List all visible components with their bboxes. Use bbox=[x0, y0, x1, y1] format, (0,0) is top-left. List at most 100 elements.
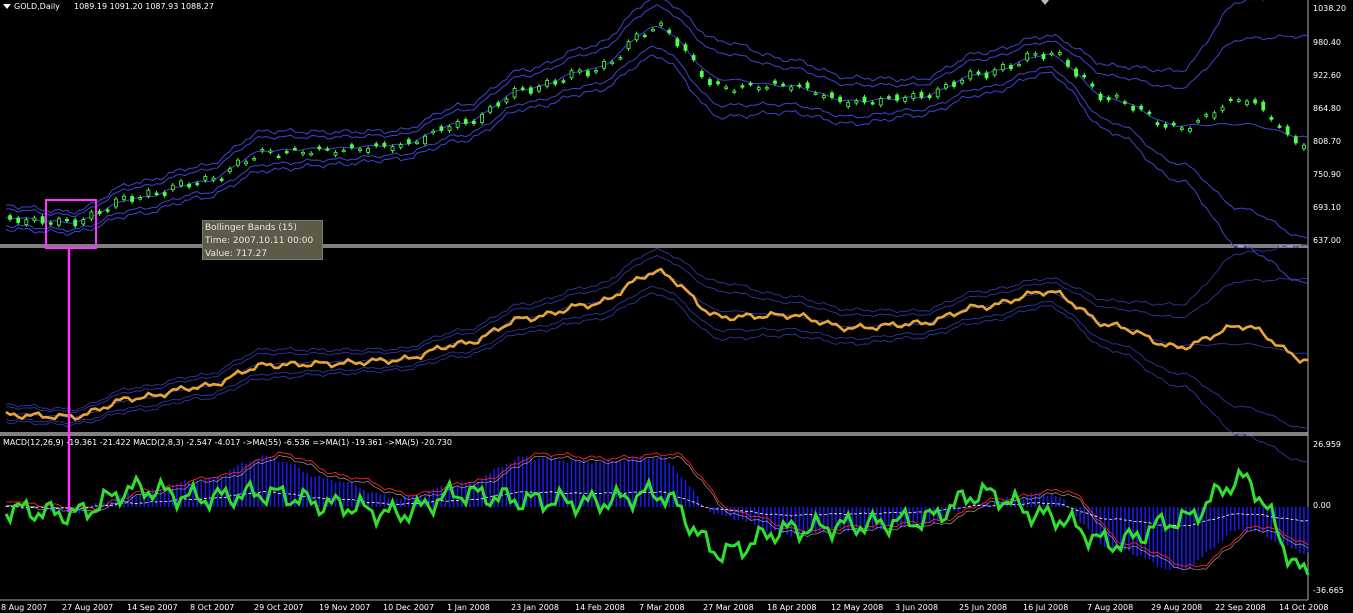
price-candle bbox=[764, 86, 769, 90]
price-candle bbox=[919, 92, 924, 98]
price-candle bbox=[512, 88, 517, 98]
price-candle bbox=[634, 33, 639, 41]
price-candle bbox=[594, 70, 598, 73]
price-tick: 1038.20 bbox=[1313, 4, 1347, 13]
price-candle bbox=[170, 184, 175, 191]
macd-tick: 26.959 bbox=[1313, 440, 1341, 449]
price-candle bbox=[651, 29, 655, 32]
price-candle bbox=[56, 218, 61, 226]
price-candle bbox=[756, 87, 761, 91]
price-candle bbox=[943, 84, 948, 89]
date-tick: 14 Oct 2008 bbox=[1279, 603, 1329, 612]
tooltip-indicator-name: Bollinger Bands (15) bbox=[205, 223, 297, 233]
price-candle bbox=[1228, 98, 1233, 102]
price-candle bbox=[1269, 117, 1274, 120]
price-candle bbox=[1147, 111, 1152, 115]
pane2-price-line bbox=[5, 267, 1309, 422]
price-candle bbox=[1220, 106, 1225, 111]
tooltip-time: Time: 2007.10.11 00:00 bbox=[205, 236, 314, 246]
date-tick: 22 Sep 2008 bbox=[1215, 603, 1266, 612]
price-candle bbox=[496, 102, 501, 107]
price-candle bbox=[984, 72, 989, 79]
date-tick: 8 Oct 2007 bbox=[190, 603, 235, 612]
price-candle bbox=[740, 85, 745, 88]
price-candle bbox=[976, 71, 981, 75]
price-candle bbox=[952, 81, 956, 87]
price-candle bbox=[1066, 60, 1070, 67]
indicator-tooltip: Bollinger Bands (15) Time: 2007.10.11 00… bbox=[202, 220, 323, 260]
chart-menu-arrow-icon[interactable] bbox=[3, 4, 11, 9]
price-candle bbox=[333, 152, 338, 156]
date-tick: 16 Jul 2008 bbox=[1023, 603, 1069, 612]
price-candle bbox=[1285, 126, 1290, 135]
macd-tick: -36.665 bbox=[1313, 586, 1344, 595]
price-candle bbox=[903, 97, 908, 102]
price-candle bbox=[431, 130, 436, 134]
price-candle bbox=[561, 80, 566, 83]
price-candle bbox=[992, 69, 997, 76]
price-candle bbox=[179, 180, 183, 186]
price-candle bbox=[154, 192, 159, 195]
highlight-box bbox=[45, 199, 97, 249]
price-candle bbox=[805, 82, 810, 89]
price-candle bbox=[1049, 52, 1054, 56]
price-candle bbox=[260, 149, 265, 152]
price-candle bbox=[374, 143, 379, 147]
price-tick: 637.00 bbox=[1313, 236, 1341, 245]
price-candle bbox=[24, 219, 29, 226]
price-candle bbox=[520, 87, 525, 90]
price-candle bbox=[1204, 114, 1209, 117]
date-tick: 14 Sep 2007 bbox=[127, 603, 178, 612]
price-candle bbox=[488, 106, 493, 113]
price-candle bbox=[504, 98, 509, 103]
price-candle bbox=[968, 70, 973, 80]
date-tick: 25 Jun 2008 bbox=[959, 603, 1008, 612]
macd-fast-line bbox=[4, 466, 1310, 576]
price-candle bbox=[301, 152, 305, 155]
price-candle bbox=[423, 135, 427, 145]
price-candle bbox=[219, 178, 224, 181]
ohlc-readout: 1089.19 1091.20 1087.93 1088.27 bbox=[74, 2, 214, 11]
price-candle bbox=[854, 100, 859, 104]
price-candle bbox=[1114, 94, 1119, 98]
price-candle bbox=[1033, 53, 1038, 56]
price-candle bbox=[236, 159, 240, 166]
price-candle bbox=[1106, 97, 1111, 101]
price-candle bbox=[618, 57, 623, 60]
price-candle bbox=[398, 144, 403, 148]
price-candle bbox=[130, 196, 135, 202]
price-candle bbox=[1188, 128, 1192, 132]
bollinger-band-line bbox=[5, 54, 1309, 285]
bollinger-band-line bbox=[5, 25, 1309, 224]
price-candle bbox=[830, 92, 834, 98]
price-candle bbox=[1155, 122, 1160, 126]
price-candle bbox=[707, 79, 712, 86]
price-candle bbox=[960, 79, 965, 84]
price-candle bbox=[1025, 52, 1030, 61]
price-candle bbox=[585, 70, 590, 77]
price-candle bbox=[878, 98, 883, 106]
bollinger-band-line bbox=[6, 4, 1309, 218]
price-tick: 693.10 bbox=[1313, 203, 1341, 212]
price-candle bbox=[1000, 64, 1005, 71]
price-candle bbox=[545, 80, 550, 87]
price-tick: 808.70 bbox=[1313, 137, 1341, 146]
price-candle bbox=[1253, 99, 1258, 104]
price-candle bbox=[838, 96, 842, 102]
price-candle bbox=[317, 146, 322, 150]
price-candle bbox=[48, 222, 53, 225]
price-candle bbox=[32, 217, 37, 221]
date-tick: 14 Feb 2008 bbox=[575, 603, 625, 612]
price-candle bbox=[8, 215, 12, 220]
price-candle bbox=[244, 161, 248, 165]
price-candle bbox=[911, 93, 916, 99]
price-candle bbox=[659, 22, 663, 26]
macd-tick: 0.00 bbox=[1313, 501, 1331, 510]
price-candle bbox=[252, 158, 257, 161]
pane2-band-line bbox=[6, 255, 1309, 414]
price-candle bbox=[691, 55, 696, 60]
price-candle bbox=[406, 139, 411, 144]
price-candle bbox=[309, 153, 314, 156]
date-tick: 1 Jan 2008 bbox=[447, 603, 490, 612]
